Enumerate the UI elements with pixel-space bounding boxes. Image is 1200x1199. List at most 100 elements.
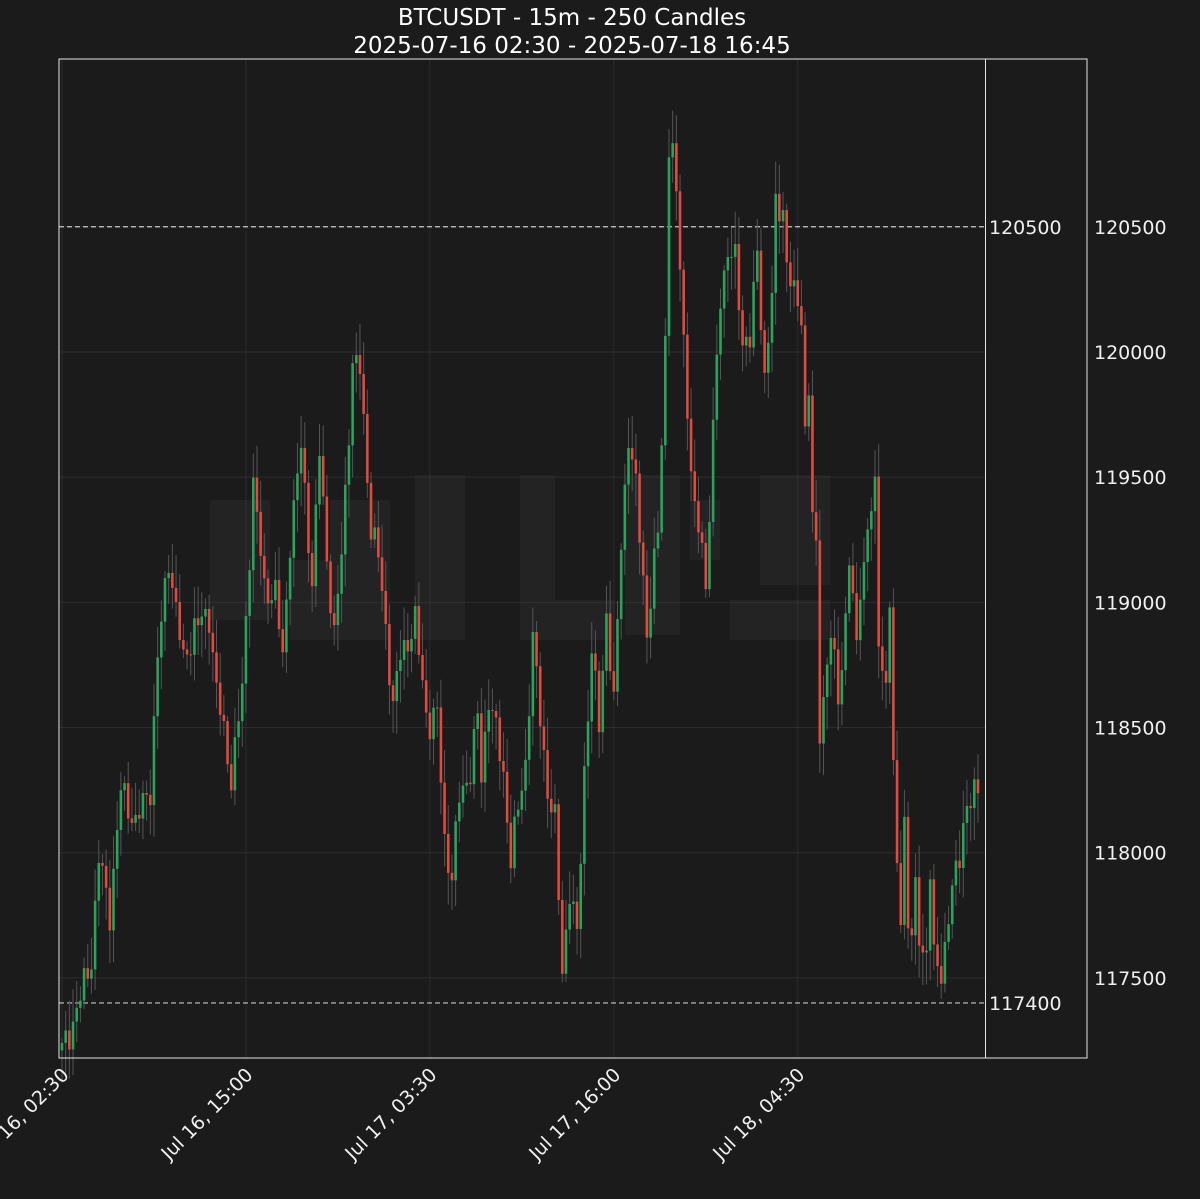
- candle-up: [752, 281, 755, 348]
- candle-down: [737, 244, 741, 311]
- candle-down: [939, 965, 943, 984]
- candle-down: [678, 191, 682, 270]
- candle-up: [343, 484, 347, 555]
- candle-up: [347, 445, 351, 485]
- candle-down: [936, 944, 939, 966]
- candle-down: [104, 865, 108, 888]
- candle-down: [881, 646, 884, 671]
- candle-up: [237, 721, 240, 738]
- candle-down: [281, 629, 285, 653]
- x-tick-label: Jul 16, 15:00: [156, 1064, 257, 1165]
- candle-up: [866, 529, 869, 562]
- candle-down: [546, 750, 549, 799]
- candle-up: [623, 484, 627, 550]
- chart-subtitle: 2025-07-16 02:30 - 2025-07-18 16:45: [353, 33, 790, 59]
- candle-up: [252, 477, 255, 571]
- x-tick-label: Jul 16, 02:30: [0, 1064, 74, 1165]
- candle-down: [796, 280, 800, 307]
- candle-up: [119, 790, 123, 831]
- candle-down: [494, 710, 498, 718]
- candle-down: [682, 269, 685, 335]
- candle-up: [722, 270, 726, 309]
- grid: [59, 59, 985, 1058]
- candle-down: [145, 793, 148, 795]
- candle-down: [892, 607, 895, 761]
- candle-up: [719, 308, 722, 355]
- candle-up: [274, 579, 277, 601]
- candle-down: [417, 606, 421, 656]
- candle-up: [458, 802, 461, 822]
- candle-down: [130, 818, 134, 823]
- candle-down: [439, 707, 443, 783]
- candle-down: [321, 455, 325, 497]
- candle-down: [785, 210, 788, 263]
- candle-up: [75, 1007, 79, 1022]
- candle-down: [502, 761, 505, 772]
- candle-up: [97, 862, 101, 901]
- level-label: 120500: [989, 217, 1062, 239]
- candle-down: [362, 374, 365, 414]
- candle-up: [314, 504, 318, 587]
- candle-up: [160, 621, 163, 658]
- candle-down: [391, 685, 395, 702]
- candle-down: [469, 782, 472, 785]
- candle-down: [68, 1030, 71, 1050]
- candle-up: [822, 697, 825, 744]
- axes: 117500 118000 118500 119000 119500 120000 1205…: [0, 217, 1167, 1165]
- candle-down: [307, 482, 310, 553]
- candle-down: [748, 336, 752, 348]
- candle-up: [903, 816, 906, 926]
- candle-down: [538, 666, 542, 727]
- candle-up: [770, 292, 774, 343]
- candle-up: [844, 613, 847, 671]
- candle-down: [196, 618, 200, 626]
- candle-down: [509, 822, 513, 869]
- candle-down: [137, 814, 141, 819]
- candle-up: [156, 657, 159, 717]
- candle-up: [435, 707, 439, 709]
- candle-up: [605, 613, 608, 671]
- candle-down: [638, 473, 641, 543]
- candles: [60, 110, 980, 1084]
- y-tick-label: 120500: [1094, 217, 1167, 239]
- candle-up: [461, 785, 465, 803]
- candle-up: [483, 731, 487, 783]
- candle-up: [402, 639, 406, 660]
- candle-up: [432, 707, 435, 740]
- candle-down: [917, 877, 921, 946]
- candle-up: [862, 561, 866, 600]
- candle-up: [744, 336, 748, 346]
- candle-up: [204, 608, 207, 617]
- candle-up: [71, 1021, 75, 1050]
- candle-up: [726, 257, 730, 271]
- candle-up: [961, 823, 965, 868]
- candle-up: [141, 793, 145, 819]
- candle-up: [152, 716, 156, 806]
- candle-down: [899, 863, 903, 926]
- candle-up: [90, 969, 93, 979]
- candle-down: [818, 540, 822, 744]
- candle-up: [318, 455, 321, 505]
- candle-down: [211, 632, 215, 653]
- candle-up: [781, 210, 785, 222]
- candle-up: [355, 355, 358, 364]
- candle-up: [233, 737, 237, 791]
- candle-up: [564, 929, 568, 974]
- candle-up: [914, 877, 917, 936]
- candle-up: [134, 814, 137, 823]
- candle-down: [763, 330, 766, 373]
- candle-down: [178, 601, 182, 641]
- candle-up: [568, 903, 571, 930]
- candle-up: [79, 1000, 82, 1008]
- candle-up: [649, 608, 652, 638]
- candle-up: [840, 670, 844, 705]
- candle-up: [660, 445, 663, 533]
- candle-down: [101, 862, 104, 866]
- candle-up: [200, 616, 204, 626]
- candle-down: [814, 512, 818, 541]
- candle-down: [836, 649, 840, 705]
- candle-up: [248, 570, 251, 616]
- candle-up: [579, 863, 582, 929]
- candle-down: [424, 680, 428, 713]
- candle-up: [943, 941, 947, 984]
